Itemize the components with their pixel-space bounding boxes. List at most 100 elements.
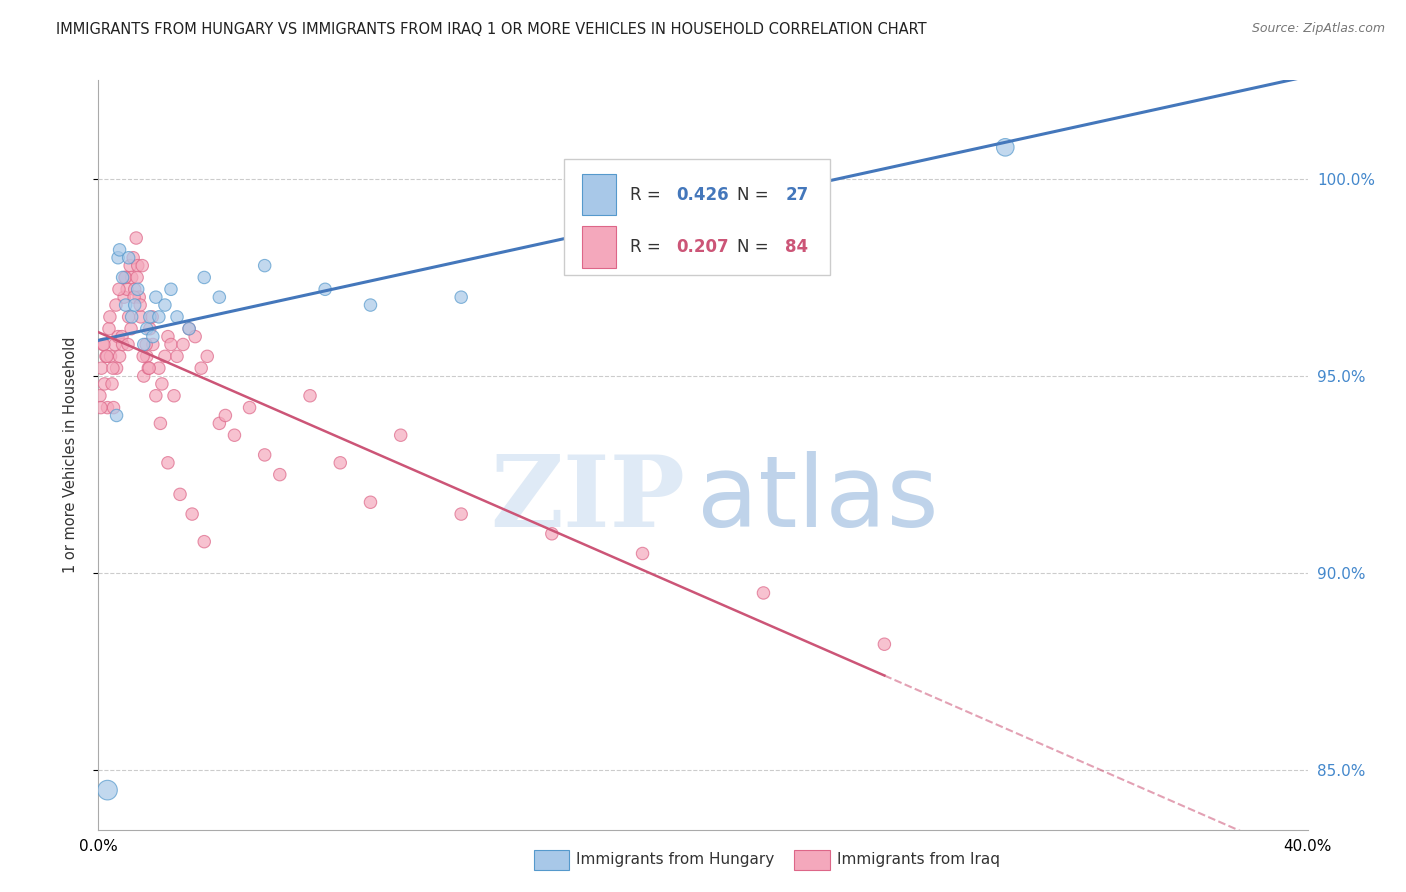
Text: 0.207: 0.207 <box>676 238 730 256</box>
Point <box>96 401 118 415</box>
Point <box>153 349 176 363</box>
Point <box>100 349 122 363</box>
Point <box>389 428 412 442</box>
Point <box>91 337 114 351</box>
Point <box>124 298 146 312</box>
Point <box>190 361 212 376</box>
Text: IMMIGRANTS FROM HUNGARY VS IMMIGRANTS FROM IRAQ 1 OR MORE VEHICLES IN HOUSEHOLD : IMMIGRANTS FROM HUNGARY VS IMMIGRANTS FR… <box>56 22 927 37</box>
Point <box>132 349 155 363</box>
Point <box>129 310 152 324</box>
Y-axis label: 1 or more Vehicles in Household: 1 or more Vehicles in Household <box>63 336 77 574</box>
Text: R =: R = <box>630 186 666 204</box>
Point <box>124 282 146 296</box>
Point <box>104 337 127 351</box>
Point <box>108 243 131 257</box>
Point <box>101 361 124 376</box>
Text: N =: N = <box>737 186 773 204</box>
Point <box>166 349 188 363</box>
Point <box>239 401 262 415</box>
Point <box>253 259 276 273</box>
Point <box>108 349 131 363</box>
Point <box>103 401 125 415</box>
Point <box>131 259 153 273</box>
Point <box>98 322 121 336</box>
Point <box>135 337 157 351</box>
Point <box>145 290 167 304</box>
Point <box>142 329 165 343</box>
Point <box>224 428 246 442</box>
Text: 0.426: 0.426 <box>676 186 730 204</box>
Point <box>156 456 179 470</box>
Point <box>121 270 143 285</box>
Point <box>107 251 129 265</box>
Point <box>148 361 170 376</box>
Point <box>127 282 149 296</box>
Point <box>994 140 1017 154</box>
Point <box>269 467 291 482</box>
Text: ZIP: ZIP <box>489 451 685 549</box>
Point <box>114 270 136 285</box>
Point <box>145 389 167 403</box>
Point <box>540 526 562 541</box>
Point <box>129 298 152 312</box>
Point <box>150 376 173 391</box>
Point <box>163 389 186 403</box>
Point <box>195 349 218 363</box>
Point <box>107 329 129 343</box>
Point <box>184 329 207 343</box>
Point <box>118 310 141 324</box>
Point <box>111 270 134 285</box>
Point <box>104 298 127 312</box>
Point <box>148 310 170 324</box>
Point <box>89 389 111 403</box>
Point <box>169 487 191 501</box>
Point <box>160 337 183 351</box>
Point <box>139 310 162 324</box>
Point <box>125 231 148 245</box>
Text: N =: N = <box>737 238 773 256</box>
Point <box>115 282 138 296</box>
Point <box>166 310 188 324</box>
Point <box>253 448 276 462</box>
Point <box>141 310 163 324</box>
Point <box>127 259 149 273</box>
Point <box>208 417 231 431</box>
Point <box>108 282 131 296</box>
Point <box>135 322 157 336</box>
Point <box>90 401 112 415</box>
Point <box>132 337 155 351</box>
Point <box>450 507 472 521</box>
Point <box>117 337 139 351</box>
Point <box>120 322 142 336</box>
Point <box>96 349 118 363</box>
Point <box>121 310 143 324</box>
Point <box>132 369 155 384</box>
Text: Immigrants from Hungary: Immigrants from Hungary <box>576 853 775 867</box>
Text: 84: 84 <box>785 238 808 256</box>
Point <box>752 586 775 600</box>
Point <box>94 349 117 363</box>
Point <box>450 290 472 304</box>
Point <box>98 310 121 324</box>
Point <box>314 282 336 296</box>
Point <box>360 298 382 312</box>
Point <box>138 361 160 376</box>
Point <box>136 361 159 376</box>
Text: R =: R = <box>630 238 666 256</box>
Point <box>181 507 204 521</box>
Point <box>193 534 215 549</box>
Point <box>111 337 134 351</box>
Point <box>127 270 149 285</box>
Text: atlas: atlas <box>697 451 939 549</box>
Text: Immigrants from Iraq: Immigrants from Iraq <box>837 853 1000 867</box>
Point <box>153 298 176 312</box>
Point <box>160 282 183 296</box>
Point <box>114 270 136 285</box>
Point <box>93 376 115 391</box>
Point <box>172 337 194 351</box>
Point <box>111 329 134 343</box>
Point <box>135 349 157 363</box>
Text: Source: ZipAtlas.com: Source: ZipAtlas.com <box>1251 22 1385 36</box>
Point <box>360 495 382 509</box>
Point <box>96 783 118 797</box>
